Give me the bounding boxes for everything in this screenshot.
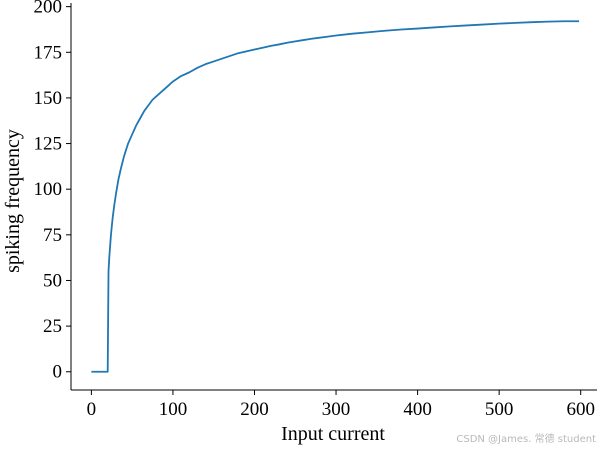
y-axis-title: spiking frequency xyxy=(2,129,24,273)
axes: 0 100 200 300 400 500 600 0 25 50 75 100 125 150 175 2… xyxy=(34,0,597,420)
series-line xyxy=(91,20,580,373)
x-tick-label: 400 xyxy=(403,399,432,420)
y-tick-label: 150 xyxy=(34,88,63,109)
x-tick-label: 200 xyxy=(240,399,269,420)
x-axis-title: Input current xyxy=(281,423,385,445)
y-tick-label: 50 xyxy=(43,270,62,291)
y-tick-label: 100 xyxy=(34,179,63,200)
y-tick-label: 175 xyxy=(34,42,63,63)
x-tick-label: 300 xyxy=(322,399,351,420)
y-tick-label: 200 xyxy=(34,0,63,18)
x-tick-label: 100 xyxy=(159,399,188,420)
y-tick-label: 25 xyxy=(43,316,62,337)
watermark-text: CSDN @James. 常德 student xyxy=(456,432,596,445)
x-tick-label: 600 xyxy=(566,399,595,420)
x-tick-label: 500 xyxy=(485,399,514,420)
y-tick-label: 0 xyxy=(53,362,63,383)
series-layer xyxy=(91,20,580,373)
x-ticks: 0 100 200 300 400 500 600 xyxy=(87,390,595,420)
y-tick-label: 75 xyxy=(43,225,62,246)
x-tick-label: 0 xyxy=(87,399,97,420)
y-tick-label: 125 xyxy=(34,134,63,155)
y-ticks: 0 25 50 75 100 125 150 175 200 xyxy=(34,0,71,383)
